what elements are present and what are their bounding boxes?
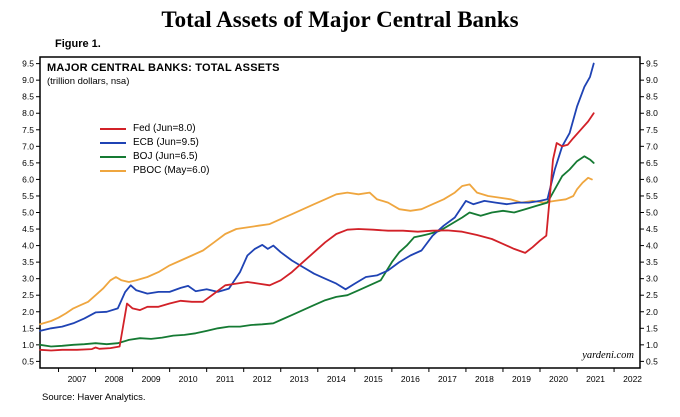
y-tick-label-left: 9.0 [22, 75, 34, 85]
watermark: yardeni.com [582, 350, 634, 361]
y-tick-label-left: 5.5 [22, 191, 34, 201]
x-tick-label: 2012 [253, 374, 272, 384]
legend-label-ecb: ECB (Jun=9.5) [133, 137, 199, 148]
y-tick-label-right: 4.0 [646, 241, 658, 251]
y-tick-label-right: 0.5 [646, 356, 658, 366]
x-tick-label: 2018 [475, 374, 494, 384]
x-tick-label: 2009 [142, 374, 161, 384]
y-tick-label-right: 9.0 [646, 75, 658, 85]
y-tick-label-left: 2.5 [22, 290, 34, 300]
series-line-ecb [39, 62, 595, 332]
y-tick-label-left: 8.5 [22, 92, 34, 102]
series-line-boj [39, 155, 595, 348]
y-tick-label-right: 1.0 [646, 340, 658, 350]
x-tick-label: 2007 [68, 374, 87, 384]
y-tick-label-right: 5.5 [646, 191, 658, 201]
y-tick-label-right: 1.5 [646, 323, 658, 333]
x-tick-label: 2010 [179, 374, 198, 384]
y-tick-label-right: 3.5 [646, 257, 658, 267]
y-tick-label-left: 7.0 [22, 141, 34, 151]
x-tick-label: 2019 [512, 374, 531, 384]
legend-item-boj: BOJ (Jun=6.5) [100, 150, 209, 164]
y-tick-label-right: 9.5 [646, 59, 658, 69]
y-tick-label-right: 2.0 [646, 307, 658, 317]
y-tick-label-left: 7.5 [22, 125, 34, 135]
y-tick-label-right: 8.5 [646, 92, 658, 102]
legend-swatch-boj [100, 155, 126, 159]
legend-item-pboc: PBOC (May=6.0) [100, 164, 209, 178]
legend-item-fed: Fed (Jun=8.0) [100, 122, 209, 136]
y-tick-label-left: 6.5 [22, 158, 34, 168]
y-tick-label-left: 5.0 [22, 208, 34, 218]
y-tick-label-left: 0.5 [22, 356, 34, 366]
x-tick-label: 2020 [549, 374, 568, 384]
chart-header-subtitle: (trillion dollars, nsa) [47, 76, 130, 87]
x-tick-label: 2008 [105, 374, 124, 384]
y-tick-label-left: 1.0 [22, 340, 34, 350]
y-tick-label-right: 7.0 [646, 141, 658, 151]
y-tick-label-left: 2.0 [22, 307, 34, 317]
x-tick-label: 2011 [216, 374, 235, 384]
y-tick-label-left: 3.0 [22, 274, 34, 284]
x-tick-label: 2013 [290, 374, 309, 384]
y-tick-label-right: 3.0 [646, 274, 658, 284]
y-tick-label-right: 7.5 [646, 125, 658, 135]
y-tick-label-right: 5.0 [646, 208, 658, 218]
figure-label: Figure 1. [55, 38, 101, 50]
y-tick-label-right: 6.0 [646, 174, 658, 184]
series-line-fed [39, 112, 595, 352]
y-tick-label-left: 1.5 [22, 323, 34, 333]
y-tick-label-left: 9.5 [22, 59, 34, 69]
plot-frame [39, 56, 641, 369]
y-tick-label-right: 2.5 [646, 290, 658, 300]
source-text: Source: Haver Analytics. [42, 392, 146, 403]
y-tick-label-right: 6.5 [646, 158, 658, 168]
x-tick-label: 2021 [586, 374, 605, 384]
x-tick-label: 2017 [438, 374, 457, 384]
legend-label-fed: Fed (Jun=8.0) [133, 123, 196, 134]
chart-header-title: MAJOR CENTRAL BANKS: TOTAL ASSETS [47, 62, 280, 74]
x-tick-label: 2016 [401, 374, 420, 384]
legend-label-boj: BOJ (Jun=6.5) [133, 151, 198, 162]
x-tick-label: 2014 [327, 374, 346, 384]
legend-swatch-pboc [100, 169, 126, 173]
y-tick-label-left: 3.5 [22, 257, 34, 267]
y-tick-label-left: 6.0 [22, 174, 34, 184]
legend-swatch-fed [100, 127, 126, 131]
x-tick-label: 2022 [623, 374, 642, 384]
legend-swatch-ecb [100, 141, 126, 145]
y-tick-label-left: 4.5 [22, 224, 34, 234]
legend-label-pboc: PBOC (May=6.0) [133, 165, 210, 176]
y-tick-label-right: 8.0 [646, 108, 658, 118]
page-title: Total Assets of Major Central Banks [161, 7, 519, 32]
y-tick-label-right: 4.5 [646, 224, 658, 234]
legend-item-ecb: ECB (Jun=9.5) [100, 136, 209, 150]
series-line-pboc [39, 176, 593, 326]
y-tick-label-left: 8.0 [22, 108, 34, 118]
y-tick-label-left: 4.0 [22, 241, 34, 251]
legend: Fed (Jun=8.0) ECB (Jun=9.5) BOJ (Jun=6.5) P… [100, 122, 209, 178]
x-tick-label: 2015 [364, 374, 383, 384]
